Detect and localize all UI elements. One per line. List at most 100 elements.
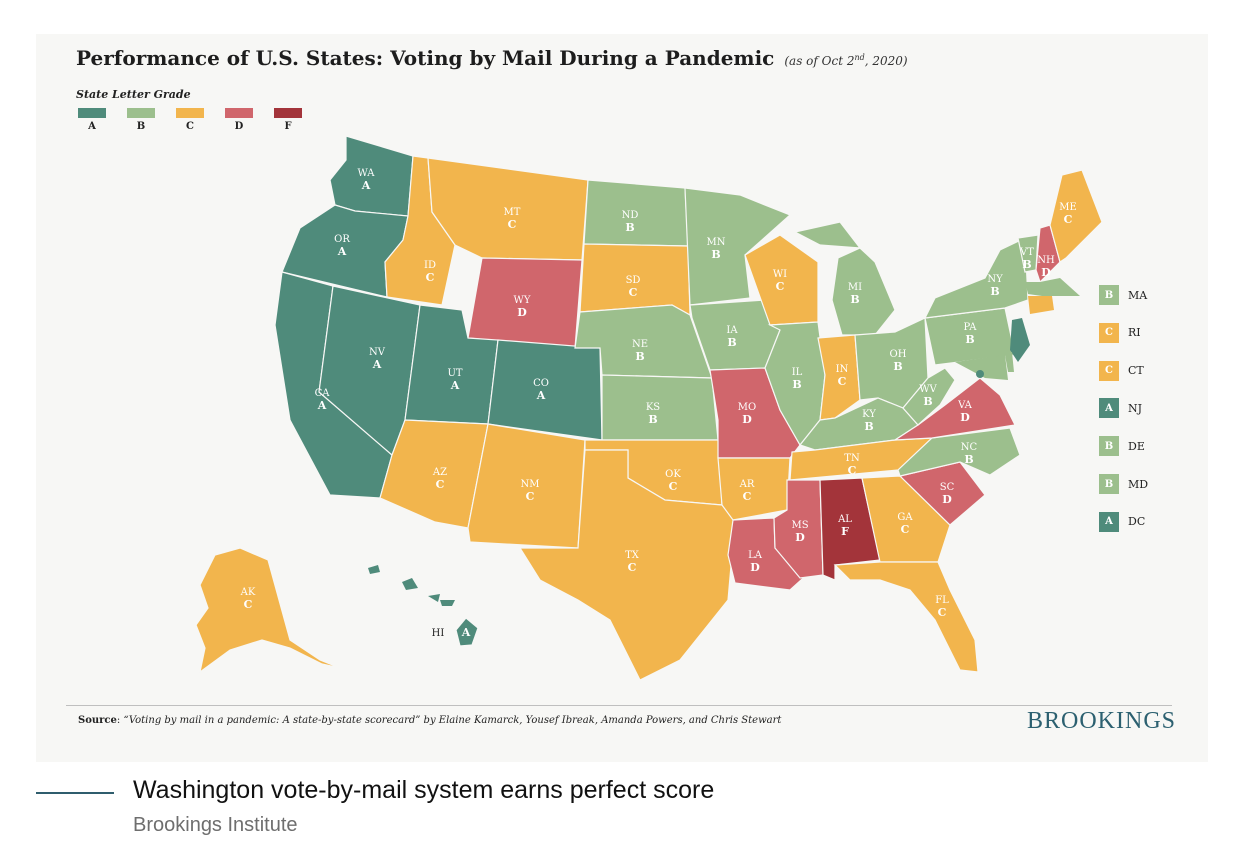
state-grade-va: D: [960, 411, 970, 424]
small-state-grade-box: C: [1099, 322, 1119, 343]
legend-title: State Letter Grade: [76, 88, 191, 101]
state-label-or: OR: [334, 234, 350, 245]
title-row: Performance of U.S. States: Voting by Ma…: [76, 46, 908, 70]
small-state-abbr: DC: [1128, 515, 1146, 529]
state-grade-ga: C: [901, 523, 910, 536]
legend-grade-label: D: [234, 121, 244, 132]
state-grade-ar: C: [743, 490, 752, 503]
state-grade-ne: B: [635, 350, 644, 363]
state-label-ms: MS: [791, 520, 808, 531]
small-state-md: B MD: [1099, 474, 1148, 494]
state-grade-mn: B: [711, 248, 720, 261]
footer-rule: [66, 705, 1172, 706]
legend-swatch: [176, 108, 204, 118]
legend-swatch: [225, 108, 253, 118]
state-ny: [923, 237, 1029, 319]
small-state-nj: A NJ: [1099, 398, 1143, 419]
state-tx: [518, 449, 736, 681]
state-grade-fl: C: [938, 606, 947, 619]
state-grade-sc: D: [942, 493, 952, 506]
state-wi: [744, 234, 819, 326]
caption-title[interactable]: Washington vote-by-mail system earns per…: [133, 776, 715, 804]
state-grade-mo: D: [742, 413, 752, 426]
source-note: Source: “Voting by mail in a pandemic: A…: [78, 715, 782, 726]
state-label-mi: MI: [848, 282, 862, 293]
legend-swatch: [78, 108, 106, 118]
state-label-mn: MN: [707, 237, 726, 248]
state-grade-nd: B: [625, 221, 634, 234]
state-grade-ms: D: [795, 531, 805, 544]
state-grade-pa: B: [965, 333, 974, 346]
state-label-ga: GA: [897, 512, 913, 523]
state-grade-ok: C: [669, 480, 678, 493]
state-de: [1005, 352, 1014, 372]
small-state-ct: C CT: [1099, 360, 1144, 381]
state-label-tx: TX: [625, 550, 640, 561]
state-label-nh: NH: [1037, 255, 1055, 266]
state-label-sd: SD: [626, 275, 641, 286]
state-grade-co: A: [536, 389, 546, 402]
legend-grade-d: D: [225, 108, 253, 132]
state-grade-az: C: [436, 478, 445, 491]
state-label-oh: OH: [890, 349, 907, 360]
state-grade-ut: A: [450, 379, 460, 392]
state-label-tn: TN: [844, 453, 860, 464]
state-ga: [861, 475, 951, 563]
state-grade-nh: D: [1041, 266, 1051, 279]
caption-credit: Brookings Institute: [133, 814, 298, 836]
state-wv: [902, 367, 956, 426]
state-hi: [455, 617, 479, 647]
state-label-ky: KY: [862, 409, 876, 420]
state-grade-mt: C: [508, 218, 517, 231]
state-label-mo: MO: [738, 402, 756, 413]
state-grade-or: A: [337, 245, 347, 258]
state-grade-tx: C: [628, 561, 637, 574]
state-label-ut: UT: [447, 368, 462, 379]
hawaii-island-4: [440, 600, 455, 606]
state-grade-nm: C: [526, 490, 535, 503]
state-grade-oh: B: [893, 360, 902, 373]
state-grade-il: B: [792, 378, 801, 391]
state-ar: [717, 457, 791, 521]
state-label-nc: NC: [961, 442, 978, 453]
state-grade-sd: C: [629, 286, 638, 299]
state-grade-ny: B: [990, 285, 999, 298]
state-nm: [467, 423, 586, 549]
small-state-grade-box: A: [1099, 398, 1119, 419]
state-grade-wa: A: [361, 179, 371, 192]
state-grade-ca: A: [317, 399, 327, 412]
state-grade-ks: B: [648, 413, 657, 426]
brookings-logo: BROOKINGS: [1026, 708, 1176, 734]
small-state-abbr: RI: [1128, 326, 1141, 340]
state-label-ak: AK: [240, 587, 256, 598]
state-grade-nc: B: [964, 453, 973, 466]
small-state-abbr: CT: [1128, 364, 1144, 378]
state-ak: [195, 547, 341, 674]
state-grade-in: C: [838, 375, 847, 388]
small-state-ri: C RI: [1099, 322, 1141, 343]
state-nh: [1035, 224, 1061, 284]
state-grade-al: F: [841, 525, 849, 538]
state-label-ks: KS: [646, 402, 660, 413]
small-state-grade-box: B: [1099, 474, 1119, 494]
state-md: [955, 355, 1008, 380]
small-state-abbr: NJ: [1128, 401, 1143, 415]
map-title: Performance of U.S. States: Voting by Ma…: [76, 46, 775, 70]
small-state-dc: A DC: [1099, 511, 1146, 532]
hawaii-island-3: [428, 594, 440, 602]
state-label-al: AL: [837, 514, 852, 525]
state-label-ok: OK: [665, 469, 681, 480]
legend-grade-f: F: [274, 108, 302, 132]
small-state-grade-box: A: [1099, 511, 1119, 532]
state-label-wi: WI: [773, 269, 787, 280]
state-label-sc: SC: [940, 482, 955, 493]
hi-label: HI: [432, 628, 445, 639]
state-me: [1049, 169, 1103, 263]
state-label-wa: WA: [357, 168, 375, 179]
state-label-in: IN: [836, 364, 849, 375]
state-label-pa: PA: [963, 322, 977, 333]
state-label-nv: NV: [369, 347, 386, 358]
